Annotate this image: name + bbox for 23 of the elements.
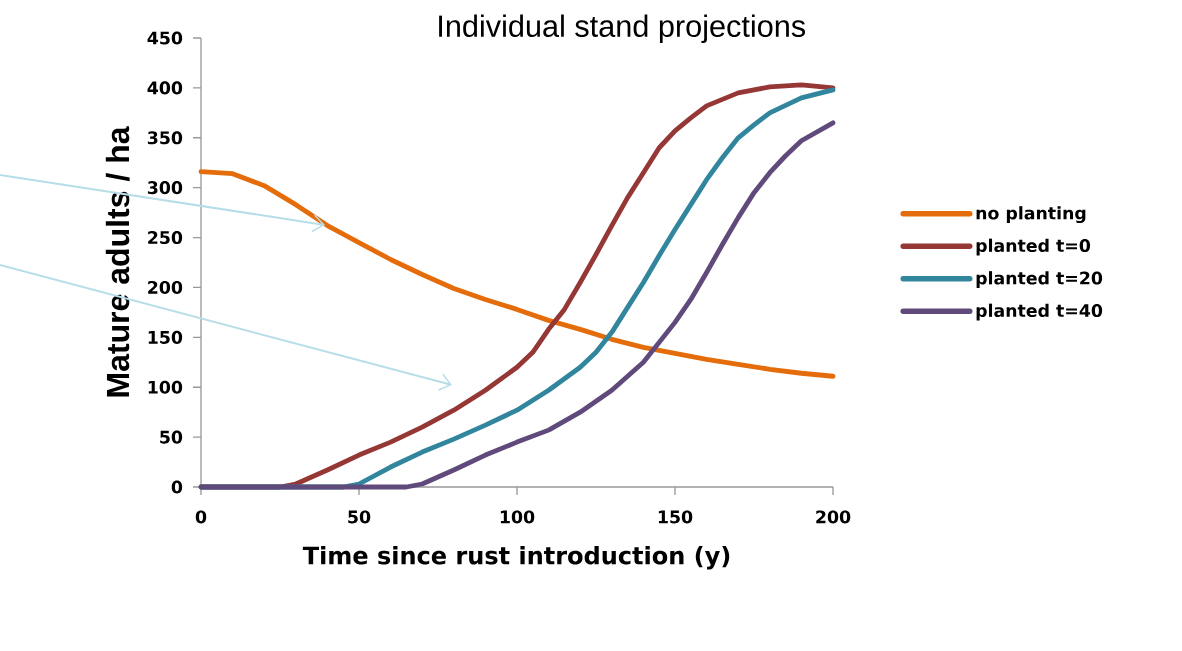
y-tick-label: 300 (147, 181, 183, 195)
y-tick-label: 250 (148, 231, 183, 245)
x-tick-label: 100 (500, 510, 535, 524)
y-tick-label: 0 (171, 480, 183, 494)
legend-label: no planting (976, 206, 1086, 224)
legend-label: planted t=20 (976, 271, 1103, 288)
y-tick-label: 350 (147, 131, 183, 145)
y-tick-label: 400 (147, 81, 183, 95)
y-tick-label: 100 (148, 380, 183, 394)
x-tick-label: 200 (816, 510, 851, 524)
y-tick-label: 150 (148, 330, 183, 344)
legend-label: planted t=0 (976, 238, 1091, 256)
x-tick-label: 50 (348, 510, 371, 524)
x-tick-label: 0 (195, 510, 207, 524)
y-tick-label: 200 (148, 280, 183, 295)
chart-title: Individual stand projections (439, 14, 806, 44)
y-tick-label: 50 (160, 430, 183, 444)
x-axis-title: Time since rust introduction (y) (302, 545, 730, 570)
y-axis-title: Mature adults / ha (105, 126, 130, 397)
legend-label: planted t=40 (976, 303, 1103, 321)
x-tick-label: 150 (658, 510, 693, 524)
line-series (198, 169, 836, 379)
y-tick-label: 450 (147, 31, 183, 45)
